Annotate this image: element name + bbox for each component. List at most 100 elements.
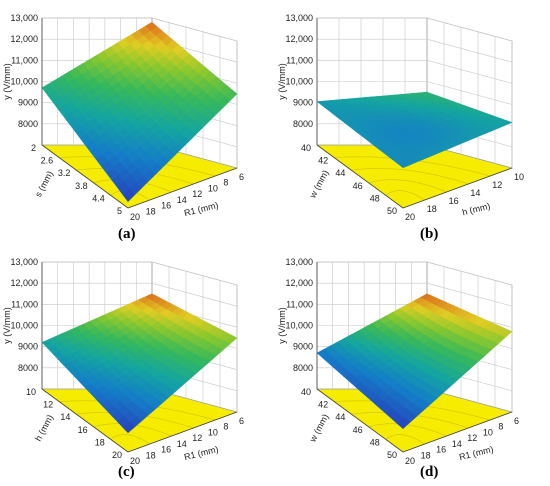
z-axis-label: y (V/mm) xyxy=(277,307,287,344)
z-tick-label: 10,000 xyxy=(285,77,313,87)
z-tick-label: 12,000 xyxy=(285,278,313,288)
right-tick-label: 18 xyxy=(146,450,156,460)
right-tick-label: 20 xyxy=(405,456,415,466)
right-tick-label: 12 xyxy=(192,189,202,199)
front-axis-line xyxy=(41,388,129,453)
front-tick-label: 18 xyxy=(95,437,105,447)
z-tick-label: 13,000 xyxy=(10,13,38,23)
front-tick-label: 40 xyxy=(301,143,311,153)
caption-c: (c) xyxy=(118,464,135,480)
z-tick-label: 10,000 xyxy=(10,321,38,331)
z-tick-label: 13,000 xyxy=(10,257,38,267)
z-tick-label: 8000 xyxy=(18,119,38,129)
surface-cell xyxy=(397,160,411,169)
z-tick-label: 11,000 xyxy=(286,55,313,65)
front-tick-label: 48 xyxy=(370,437,380,447)
floor-contour-line xyxy=(110,434,150,445)
right-tick-label: 10 xyxy=(208,183,218,193)
right-tick-label: 6 xyxy=(239,416,244,426)
right-axis-line xyxy=(402,167,513,209)
right-tick-label: 14 xyxy=(177,195,187,205)
front-tick-label: 3.8 xyxy=(75,181,88,191)
right-tick-label: 14 xyxy=(470,188,480,198)
front-tick-label: 2 xyxy=(31,143,36,153)
chart-panel-b: 8000 9000 10,000 11,000 12,000 13,000 y (V/mm)… xyxy=(275,0,550,222)
caption-a: (a) xyxy=(118,226,136,242)
right-tick-label: 8 xyxy=(498,422,503,432)
right-tick-label: 8 xyxy=(223,422,228,432)
z-gridline xyxy=(426,60,513,84)
z-gridline xyxy=(151,17,238,42)
response-surface xyxy=(316,91,513,169)
front-tick-label: 44 xyxy=(335,412,345,422)
right-tick-label: 12 xyxy=(467,433,477,443)
right-axis-label: h (mm) xyxy=(461,201,491,218)
right-tick-label: 6 xyxy=(514,416,519,426)
response-surface xyxy=(41,293,238,434)
right-tick-label: 18 xyxy=(421,450,431,460)
z-tick-label: 11,000 xyxy=(11,299,38,309)
front-tick-label: 3.2 xyxy=(58,168,71,178)
front-axis-line xyxy=(316,144,404,209)
floor-contour-line xyxy=(368,179,447,193)
right-tick-label: 10 xyxy=(483,427,493,437)
front-axis-line xyxy=(41,144,129,209)
surface-plot-a: 8000 9000 10,000 11,000 12,000 13,000 y (V/mm)… xyxy=(2,13,244,222)
front-axis-line xyxy=(316,388,404,453)
caption-b: (b) xyxy=(420,226,439,242)
right-tick-label: 14 xyxy=(452,439,462,449)
right-tick-label: 12 xyxy=(192,433,202,443)
right-tick-label: 18 xyxy=(427,204,437,214)
right-axis-line xyxy=(127,411,238,453)
caption-d: (d) xyxy=(420,464,439,480)
response-surface xyxy=(41,21,238,203)
right-axis-label: R1 (mm) xyxy=(183,444,219,462)
z-gridline xyxy=(426,282,513,307)
front-tick-label: 40 xyxy=(301,387,311,397)
z-tick-label: 13,000 xyxy=(285,257,313,267)
right-tick-label: 14 xyxy=(177,439,187,449)
right-axis-line xyxy=(127,167,238,209)
z-tick-label: 13,000 xyxy=(285,13,313,23)
front-tick-label: 2.6 xyxy=(41,156,54,166)
z-axis-label: y (V/mm) xyxy=(2,307,12,344)
front-tick-label: 42 xyxy=(318,400,328,410)
z-gridline xyxy=(426,38,513,63)
surface-cell xyxy=(122,421,136,434)
z-tick-label: 10,000 xyxy=(10,77,38,87)
z-tick-label: 12,000 xyxy=(10,34,38,44)
z-tick-label: 8000 xyxy=(293,119,313,129)
front-axis-label: w (mm) xyxy=(307,168,330,200)
z-tick-label: 12,000 xyxy=(10,278,38,288)
surface-cell xyxy=(397,417,411,430)
right-tick-label: 16 xyxy=(436,445,446,455)
right-tick-label: 10 xyxy=(514,172,524,182)
z-tick-label: 9000 xyxy=(18,98,38,108)
front-tick-label: 5 xyxy=(117,206,122,216)
floor-contour-line xyxy=(351,168,469,185)
front-axis-label: w (mm) xyxy=(307,412,330,444)
z-tick-label: 10,000 xyxy=(285,321,313,331)
chart-panel-c: 8000 9000 10,000 11,000 12,000 13,000 y (V/mm)… xyxy=(0,254,275,466)
z-axis-label: y (V/mm) xyxy=(277,63,287,100)
front-tick-label: 50 xyxy=(387,450,397,460)
right-tick-label: 20 xyxy=(405,212,415,222)
right-tick-label: 20 xyxy=(130,212,140,222)
front-axis-label: s (mm) xyxy=(33,169,55,198)
front-axis-label: h (mm) xyxy=(33,413,55,443)
surface-plot-b: 8000 9000 10,000 11,000 12,000 13,000 y (V/mm)… xyxy=(277,13,524,222)
front-tick-label: 12 xyxy=(43,400,53,410)
right-axis-label: R1 (mm) xyxy=(458,444,494,462)
right-tick-label: 6 xyxy=(239,172,244,182)
z-gridline xyxy=(426,17,513,42)
chart-panel-a: 8000 9000 10,000 11,000 12,000 13,000 y (V/mm)… xyxy=(0,0,275,222)
z-gridline xyxy=(426,261,513,286)
right-tick-label: 18 xyxy=(146,206,156,216)
front-tick-label: 16 xyxy=(78,425,88,435)
surface-plot-d: 8000 9000 10,000 11,000 12,000 13,000 y (V/mm)… xyxy=(277,257,519,466)
z-tick-label: 8000 xyxy=(293,363,313,373)
front-tick-label: 50 xyxy=(387,206,397,216)
surface-plot-c: 8000 9000 10,000 11,000 12,000 13,000 y (V/mm)… xyxy=(2,257,244,466)
z-tick-label: 8000 xyxy=(18,363,38,373)
front-tick-label: 10 xyxy=(26,387,36,397)
